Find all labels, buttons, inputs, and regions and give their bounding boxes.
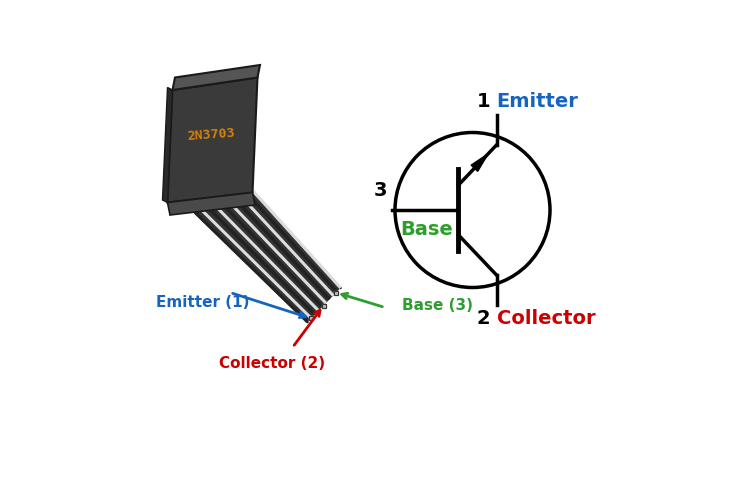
- Text: 2: 2: [476, 309, 490, 328]
- Bar: [309, 316, 313, 320]
- Bar: [322, 304, 326, 308]
- Text: Emitter: Emitter: [496, 92, 578, 111]
- Bar: [322, 304, 326, 308]
- Bar: [334, 290, 338, 294]
- Polygon shape: [195, 172, 340, 322]
- Polygon shape: [471, 154, 488, 172]
- Polygon shape: [172, 65, 260, 90]
- Polygon shape: [167, 192, 255, 215]
- Text: 2N3703: 2N3703: [187, 127, 236, 143]
- Text: Base (3): Base (3): [403, 298, 473, 314]
- Polygon shape: [167, 78, 257, 202]
- Bar: [334, 290, 338, 294]
- Bar: [309, 316, 313, 320]
- Text: 1: 1: [476, 92, 490, 111]
- Polygon shape: [163, 88, 172, 202]
- Text: 3: 3: [374, 180, 388, 200]
- Text: Emitter (1): Emitter (1): [156, 295, 249, 310]
- Text: Collector (2): Collector (2): [220, 356, 326, 370]
- Text: Base: Base: [400, 220, 453, 238]
- Text: Collector: Collector: [496, 309, 596, 328]
